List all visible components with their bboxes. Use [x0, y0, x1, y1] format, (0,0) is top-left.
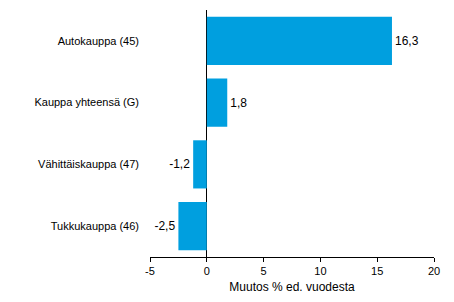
svg-text:15: 15: [371, 265, 383, 277]
svg-text:1,8: 1,8: [230, 96, 247, 110]
svg-text:-1,2: -1,2: [169, 157, 190, 171]
svg-text:16,3: 16,3: [395, 34, 419, 48]
svg-text:-5: -5: [145, 265, 155, 277]
svg-text:Muutos % ed. vuodesta: Muutos % ed. vuodesta: [229, 280, 355, 294]
svg-text:Kauppa yhteensä (G): Kauppa yhteensä (G): [34, 96, 139, 108]
svg-text:Vähittäiskauppa (47): Vähittäiskauppa (47): [38, 158, 139, 170]
svg-text:10: 10: [314, 265, 326, 277]
svg-text:Tukkukauppa (46): Tukkukauppa (46): [51, 220, 139, 232]
svg-text:Autokauppa (45): Autokauppa (45): [58, 35, 139, 47]
svg-text:-2,5: -2,5: [154, 219, 175, 233]
svg-text:20: 20: [428, 265, 440, 277]
svg-text:0: 0: [204, 265, 210, 277]
svg-text:5: 5: [261, 265, 267, 277]
